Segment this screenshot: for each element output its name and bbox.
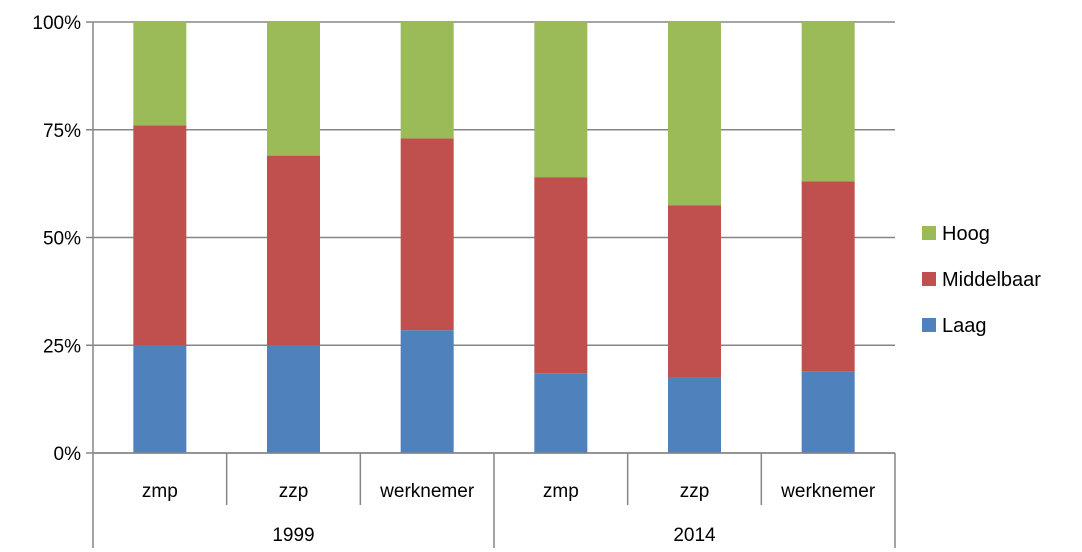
bar-laag-3 — [534, 373, 588, 453]
bar-hoog-5 — [801, 22, 855, 182]
bar-laag-1 — [267, 345, 320, 453]
legend-swatch-middelbaar — [922, 272, 936, 286]
gridlines — [86, 21, 895, 454]
x-group-label: 1999 — [272, 525, 314, 546]
y-tick-label: 0% — [54, 444, 82, 465]
x-group-labels: 1999 2014 — [272, 525, 716, 546]
bars — [133, 22, 855, 453]
x-category-labels: zmp zzp werknemer zmp zzp werknemer — [142, 481, 876, 502]
legend-swatch-laag — [922, 318, 936, 332]
legend-label-laag: Laag — [942, 315, 987, 337]
x-category-label: werknemer — [780, 481, 876, 502]
y-tick-label: 50% — [43, 229, 81, 250]
bar-middelbaar-3 — [534, 177, 588, 374]
x-category-label: zzp — [680, 481, 710, 502]
bar-laag-5 — [801, 371, 855, 453]
x-category-label: werknemer — [379, 481, 475, 502]
bar-hoog-3 — [534, 22, 588, 178]
bar-laag-4 — [668, 377, 721, 453]
bar-middelbaar-0 — [133, 125, 187, 346]
legend-label-middelbaar: Middelbaar — [942, 269, 1041, 291]
bar-laag-2 — [400, 330, 454, 453]
bar-middelbaar-5 — [801, 181, 855, 372]
legend-swatch-hoog — [922, 226, 936, 240]
axes — [92, 22, 896, 548]
bar-middelbaar-4 — [668, 205, 721, 378]
y-tick-label: 75% — [43, 121, 81, 142]
legend: Hoog Middelbaar Laag — [922, 223, 1041, 337]
x-category-label: zzp — [279, 481, 309, 502]
bar-middelbaar-1 — [267, 155, 320, 346]
y-tick-label: 25% — [43, 336, 81, 357]
bar-hoog-1 — [267, 22, 320, 156]
x-category-label: zmp — [142, 481, 178, 502]
bar-hoog-2 — [400, 22, 454, 139]
y-tick-label: 100% — [32, 13, 81, 34]
legend-label-hoog: Hoog — [942, 223, 990, 245]
x-group-label: 2014 — [673, 525, 716, 546]
bar-hoog-0 — [133, 22, 187, 126]
bar-middelbaar-2 — [400, 138, 454, 331]
bar-hoog-4 — [668, 22, 721, 206]
bar-laag-0 — [133, 345, 187, 453]
x-category-label: zmp — [543, 481, 579, 502]
y-tick-labels: 0% 25% 50% 75% 100% — [32, 13, 81, 465]
